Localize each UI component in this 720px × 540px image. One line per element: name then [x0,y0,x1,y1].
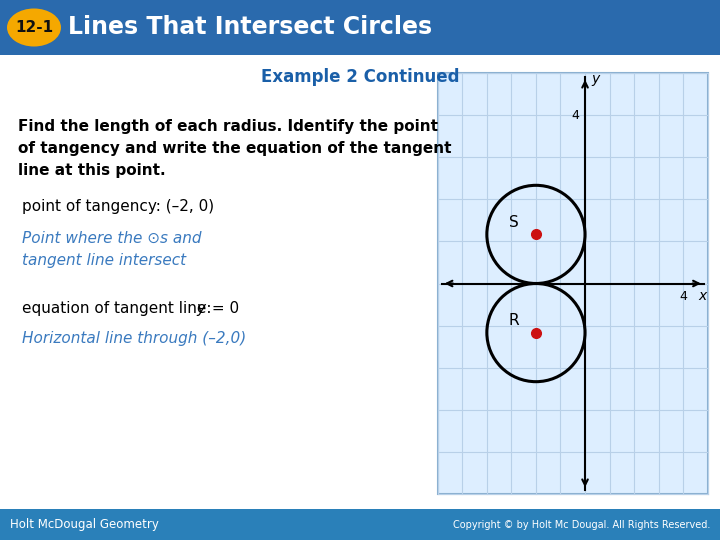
Text: S: S [509,214,518,230]
Text: Copyright © by Holt Mc Dougal. All Rights Reserved.: Copyright © by Holt Mc Dougal. All Right… [453,519,710,530]
Text: Find the length of each radius. Identify the point: Find the length of each radius. Identify… [18,119,438,134]
Text: tangent line intersect: tangent line intersect [22,253,186,268]
Text: x: x [698,289,707,303]
Text: equation of tangent line:: equation of tangent line: [22,301,217,316]
Text: Point where the ⊙s and: Point where the ⊙s and [22,231,202,246]
Ellipse shape [7,9,61,46]
Text: y: y [591,72,599,86]
Bar [0,0,720,55]
Text: 12-1: 12-1 [15,20,53,35]
Text: 4: 4 [571,109,579,122]
Text: Lines That Intersect Circles: Lines That Intersect Circles [68,16,432,39]
Text: line at this point.: line at this point. [18,163,166,178]
Text: R: R [508,313,519,328]
Text: Horizontal line through (–2,0): Horizontal line through (–2,0) [22,331,246,346]
Text: Example 2 Continued: Example 2 Continued [261,68,459,86]
Bar [438,73,708,494]
Text: point of tangency: (–2, 0): point of tangency: (–2, 0) [22,199,214,214]
Text: = 0: = 0 [207,301,239,316]
Text: 4: 4 [679,290,687,303]
Text: y: y [196,301,205,316]
Text: of tangency and write the equation of the tangent: of tangency and write the equation of th… [18,141,451,156]
Text: Holt McDougal Geometry: Holt McDougal Geometry [10,518,159,531]
Bar [0,509,720,540]
